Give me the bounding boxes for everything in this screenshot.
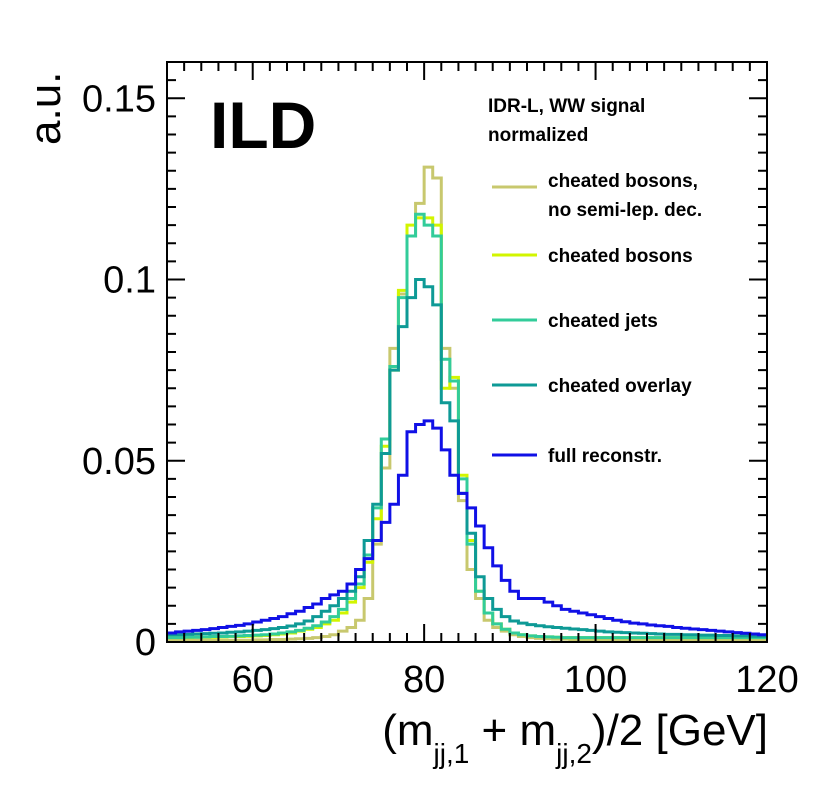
- ild-logo-text: ILD: [210, 88, 316, 162]
- legend-entry-cheated-bosons: cheated bosons: [492, 246, 693, 267]
- x-axis-title-suffix: )/2 [GeV]: [592, 706, 768, 755]
- legend-header-line-1: IDR-L, WW signal: [488, 96, 645, 117]
- x-axis-title: (mjj,1 + mjj,2)/2 [GeV]: [382, 706, 768, 769]
- y-tick-label: 0.05: [82, 441, 156, 483]
- series-cheated-bosons: [167, 216, 767, 640]
- legend-label: no semi-lep. dec.: [548, 200, 702, 221]
- y-tick-labels: 0 0.05 0.1 0.15: [82, 78, 156, 664]
- legend-label: cheated jets: [548, 311, 658, 332]
- legend-header-line-2: normalized: [488, 125, 588, 146]
- legend-entry-full-reconstr: full reconstr.: [492, 446, 662, 467]
- axis-ticks: [167, 62, 767, 642]
- series-cheated-overlay: [167, 278, 767, 638]
- legend-entry-cheated-bosons-no-semi-lep-dec: cheated bosons, no semi-lep. dec.: [492, 171, 702, 221]
- y-tick-label: 0.1: [103, 260, 156, 302]
- series-cheated-bosons-no-semi-lep-dec: [167, 165, 767, 642]
- x-tick-label: 80: [403, 659, 445, 701]
- legend-label: cheated bosons: [548, 246, 693, 267]
- legend-entry-cheated-overlay: cheated overlay: [492, 376, 692, 397]
- legend-label: full reconstr.: [548, 446, 662, 467]
- x-tick-labels: 60 80 100 120: [232, 659, 799, 701]
- series-cheated-jets: [167, 212, 767, 640]
- x-axis-title-prefix: (m: [382, 706, 433, 755]
- legend: cheated bosons,no semi-lep. dec.cheated …: [492, 171, 702, 467]
- x-tick-label: 120: [735, 659, 798, 701]
- legend-entry-cheated-jets: cheated jets: [492, 311, 658, 332]
- y-tick-label: 0: [135, 622, 156, 664]
- y-axis-title: a.u.: [21, 72, 70, 145]
- x-tick-label: 100: [564, 659, 627, 701]
- plot-frame: [166, 61, 768, 643]
- x-axis-title-sub2: jj,2: [555, 738, 592, 769]
- series-full-reconstr: [167, 419, 767, 637]
- y-tick-label: 0.15: [82, 78, 156, 120]
- x-axis-title-sub1: jj,1: [433, 738, 470, 769]
- legend-label: cheated bosons,: [548, 171, 698, 192]
- x-tick-label: 60: [232, 659, 274, 701]
- legend-label: cheated overlay: [548, 376, 692, 397]
- x-axis-title-middle: + m: [469, 706, 556, 755]
- series-layer: [167, 165, 767, 642]
